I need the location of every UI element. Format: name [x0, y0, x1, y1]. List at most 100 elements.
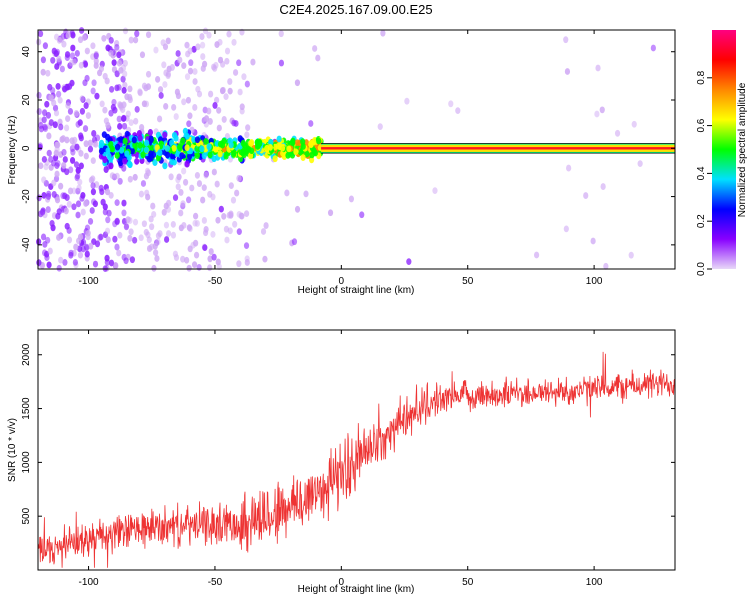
spectrogram-cell [220, 60, 226, 68]
spectrogram-cell [40, 208, 46, 216]
spectrogram-cell [278, 59, 285, 67]
spectrogram-y-tick-label: -20 [21, 189, 32, 204]
spectrogram-cell [63, 207, 69, 215]
spectrogram-cell [83, 140, 89, 148]
spectrogram-cell [68, 59, 75, 67]
spectrogram-cell [178, 189, 184, 196]
spectrogram-cell [165, 70, 172, 78]
spectrogram-cell [38, 162, 44, 170]
spectrogram-cell [187, 67, 194, 75]
snr-x-tick-label: 100 [586, 577, 603, 588]
spectrogram-cell [53, 33, 60, 41]
spectrogram-cell [77, 178, 83, 186]
spectrogram-cell [211, 168, 217, 176]
spectrogram-cell [68, 166, 74, 174]
spectrogram-cell [533, 251, 540, 259]
spectrogram-cell [189, 184, 195, 192]
spectrogram-cell [127, 96, 133, 104]
spectrogram-cell [210, 193, 216, 201]
spectrogram-cell [74, 143, 80, 151]
spectrogram-cell [57, 96, 63, 104]
spectrogram-cell [45, 69, 51, 77]
spectrogram-cell [59, 36, 65, 43]
spectrogram-x-tick-label: 0 [339, 276, 345, 287]
spectrogram-cell [53, 149, 59, 157]
spectrogram-cell [100, 198, 106, 206]
spectrogram-cell [66, 200, 72, 208]
spectrogram-cell [123, 257, 129, 265]
spectrogram-cell [116, 249, 122, 257]
spectrogram-cell [162, 162, 168, 170]
spectrogram-cell [245, 124, 251, 131]
spectrogram-cell [206, 143, 212, 151]
spectrogram-cell [137, 134, 143, 142]
spectrogram-cell [202, 244, 208, 252]
spectrogram-cell [90, 42, 96, 50]
spectrogram-cell [73, 243, 79, 251]
spectrogram-cell [650, 44, 656, 52]
spectrogram-cell [40, 68, 46, 76]
spectrogram-panel: -100 -50 0 50 100 -40 -20 0 20 40 Height of stra… [7, 27, 676, 296]
spectrogram-cell [50, 56, 56, 64]
spectrogram-cell [78, 61, 84, 69]
spectrogram-x-tick-label: 100 [586, 276, 603, 287]
spectrogram-cell [64, 136, 70, 144]
spectrogram-cell [122, 81, 128, 89]
spectrogram-cell [65, 102, 71, 109]
spectrogram-cell [114, 199, 120, 207]
spectrogram-cell [217, 38, 223, 46]
spectrogram-cell [230, 196, 237, 204]
spectrogram-cell [41, 155, 47, 163]
spectrogram-cell [290, 139, 296, 147]
spectrogram-cell [177, 144, 183, 152]
spectrogram-cell [132, 218, 139, 226]
spectrogram-cell [77, 119, 83, 127]
colorbar-tick-label: 0.6 [696, 118, 707, 132]
colorbar-tick-label: 0.8 [696, 70, 707, 84]
spectrogram-cell [227, 87, 233, 95]
spectrogram-y-tick-label: -40 [21, 237, 32, 252]
spectrogram-cell [75, 211, 81, 219]
spectrogram-cell [56, 234, 62, 241]
spectrogram-cell [108, 259, 115, 267]
spectrogram-cell [127, 85, 133, 93]
spectrogram-cell [199, 145, 205, 153]
spectrogram-cell [162, 131, 168, 139]
spectrogram-cell [244, 80, 250, 88]
spectrogram-cell [70, 44, 76, 52]
spectrogram-cell [208, 90, 214, 98]
spectrogram-cell [231, 119, 237, 127]
spectrogram-cell [87, 217, 94, 225]
spectrogram-cell [56, 264, 62, 272]
spectrogram-cell [124, 150, 130, 158]
spectrogram-cell [215, 258, 221, 266]
spectrogram-cell [114, 152, 120, 159]
spectrogram-cell [56, 55, 62, 63]
spectrogram-cell [192, 68, 198, 75]
spectrogram-cell [104, 133, 111, 141]
spectrogram-cell [158, 92, 164, 99]
spectrogram-cell [93, 57, 99, 65]
spectrogram-cell [221, 116, 227, 123]
spectrogram-cell [148, 215, 154, 223]
spectrogram-cell [201, 217, 207, 224]
spectrogram-cell [214, 96, 220, 104]
snr-x-tick-label: 0 [339, 577, 345, 588]
spectrogram-cell [36, 91, 42, 99]
snr-y-axis-label: SNR (10 * v/v) [7, 418, 18, 482]
spectrogram-cell [54, 162, 60, 170]
spectrogram-cell [70, 31, 76, 39]
spectrogram-cell [173, 254, 180, 261]
spectrogram-cell [101, 34, 107, 42]
spectrogram-cell [595, 64, 601, 72]
spectrogram-cell [51, 99, 57, 107]
spectrogram-cell [46, 149, 52, 157]
spectrogram-cell [62, 156, 68, 163]
spectrogram-cell [109, 85, 115, 93]
spectrogram-cell [131, 136, 137, 144]
spectrogram-cell [134, 105, 140, 113]
spectrogram-cell [64, 54, 70, 62]
spectrogram-cell [44, 100, 50, 108]
spectrogram-cell [157, 115, 163, 123]
spectrogram-cell [41, 116, 47, 124]
